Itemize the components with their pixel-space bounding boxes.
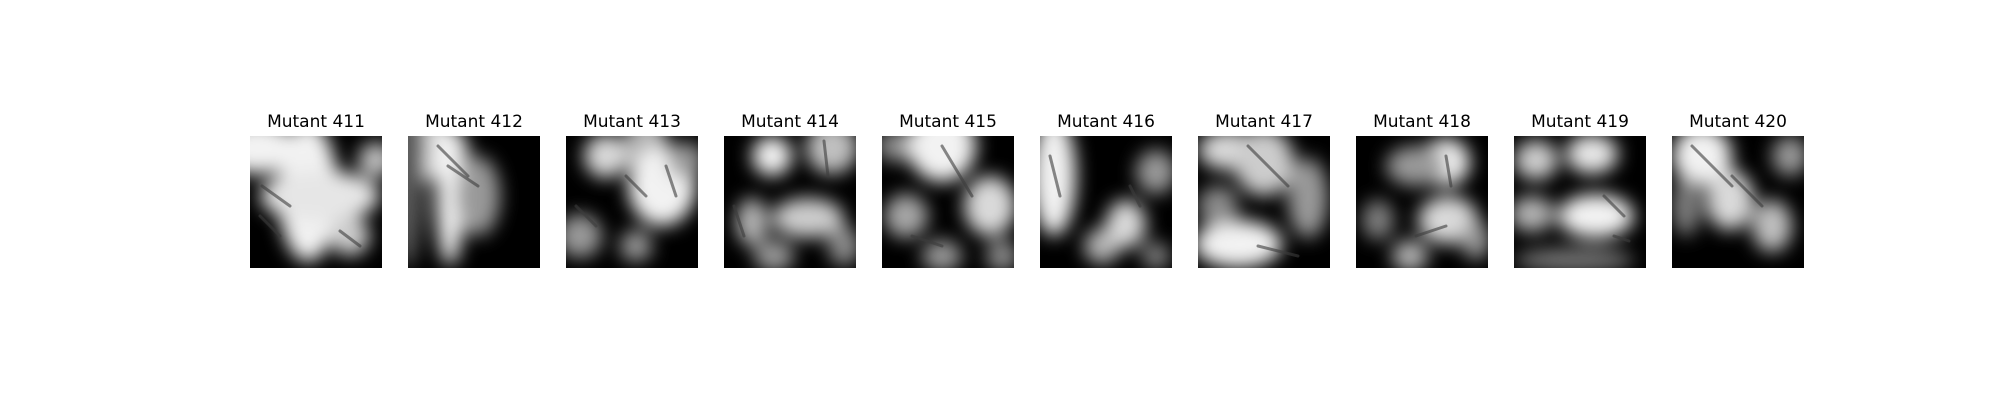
mutant-image <box>882 136 1014 268</box>
mutant-texture <box>882 136 1014 268</box>
mutant-texture <box>1356 136 1488 268</box>
panel-title: Mutant 415 <box>899 112 997 132</box>
mutant-image <box>566 136 698 268</box>
panel-title: Mutant 414 <box>741 112 839 132</box>
mutant-texture <box>408 136 540 268</box>
mutant-image <box>724 136 856 268</box>
mutant-texture <box>724 136 856 268</box>
mutant-image <box>250 136 382 268</box>
mutant-texture <box>566 136 698 268</box>
panel-title: Mutant 420 <box>1689 112 1787 132</box>
mutant-texture <box>250 136 382 268</box>
panel-title: Mutant 419 <box>1531 112 1629 132</box>
panel-title: Mutant 417 <box>1215 112 1313 132</box>
mutant-image <box>1198 136 1330 268</box>
mutant-texture <box>1514 136 1646 268</box>
panel-title: Mutant 411 <box>267 112 365 132</box>
panel-title: Mutant 413 <box>583 112 681 132</box>
mutant-texture <box>1672 136 1804 268</box>
mutant-image <box>1514 136 1646 268</box>
mutant-texture <box>1198 136 1330 268</box>
mutant-image <box>1356 136 1488 268</box>
panel-title: Mutant 412 <box>425 112 523 132</box>
mutant-texture <box>1040 136 1172 268</box>
panel-title: Mutant 418 <box>1373 112 1471 132</box>
mutant-image <box>408 136 540 268</box>
panel-title: Mutant 416 <box>1057 112 1155 132</box>
mutant-image <box>1672 136 1804 268</box>
mutant-image <box>1040 136 1172 268</box>
